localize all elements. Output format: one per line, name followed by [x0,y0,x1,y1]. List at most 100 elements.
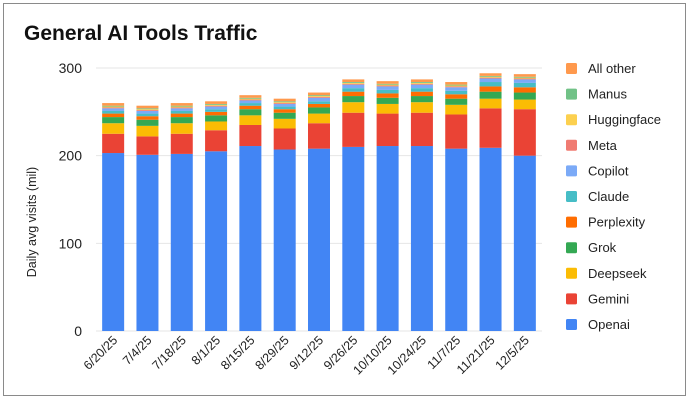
bar-segment-copilot [445,87,468,91]
bar-segment-claude [170,110,193,114]
bar-segment-meta [239,99,262,101]
bar-segment-grok [479,91,502,99]
bar-segment-grok [410,96,433,103]
bar-segment-grok [308,107,330,114]
bar-segment-perplexity [273,109,296,113]
bar-segment-meta [170,107,193,109]
bar-segment-all-other [102,103,125,106]
bar-stack [308,92,330,331]
bar-segment-manus [410,82,433,83]
bar-segment-grok [102,117,125,124]
bars [102,73,536,331]
legend: All other Manus Huggingface Meta Copilot Clau… [566,61,661,332]
bar-segment-manus [445,84,468,86]
bar-segment-all-other [445,82,468,85]
bar-segment-perplexity [376,93,399,98]
legend-item: Grok [566,240,617,255]
bar-segment-claude [273,106,296,110]
bar-segment-all-other [308,92,330,96]
bar-segment-deepseek [513,99,536,110]
legend-item: All other [566,61,636,76]
bar-segment-deepseek [479,98,502,109]
bar-segment-gemini [239,124,262,147]
legend-swatch [566,63,577,74]
bar-segment-all-other [513,74,536,77]
bar-segment-huggingface [102,106,125,108]
bar-segment-copilot [170,108,193,111]
bar-stack [170,103,193,331]
bar-segment-deepseek [102,123,125,134]
bar-segment-openai [308,148,330,331]
bar-segment-perplexity [445,94,468,99]
y-axis-ticks: 0 100 200 300 [59,60,83,339]
bar-segment-openai [273,149,296,331]
bar-segment-deepseek [342,102,365,113]
bar-segment-deepseek [205,121,228,131]
legend-swatch [566,139,577,151]
bar-segment-deepseek [445,104,468,115]
bar-segment-gemini [308,123,330,149]
bar-segment-perplexity [479,86,502,92]
bar-segment-claude [308,101,330,104]
bar-segment-openai [513,155,536,331]
bar-segment-gemini [513,109,536,156]
bar-segment-all-other [479,73,502,76]
bar-segment-deepseek [136,125,159,137]
bar-segment-perplexity [308,103,330,108]
bar-segment-manus [205,103,228,105]
bar-segment-claude [376,89,399,94]
bar-segment-meta [273,103,296,104]
legend-label: All other [588,61,636,76]
bar-segment-manus [239,97,262,99]
bar-segment-meta [376,85,399,87]
bar-segment-grok [513,92,536,100]
bar-segment-huggingface [479,76,502,78]
bar-segment-copilot [308,97,330,102]
x-tick-label: 7/18/25 [149,333,188,372]
legend-label: Copilot [588,163,629,178]
bar-segment-meta [479,77,502,79]
bar-segment-grok [376,97,399,104]
bar-segment-openai [170,153,193,331]
bar-segment-copilot [479,78,502,83]
bar-segment-huggingface [513,77,536,79]
legend-item: Perplexity [566,215,646,230]
legend-label: Meta [588,138,618,153]
bar-segment-all-other [170,103,193,106]
bar-stack [136,105,159,331]
bar-segment-perplexity [205,111,228,116]
bar-segment-huggingface [308,96,330,97]
bar-segment-grok [273,112,296,119]
legend-item: Copilot [566,163,629,178]
bar-segment-all-other [410,79,433,83]
bar-segment-meta [342,83,365,85]
bar-segment-copilot [273,103,296,107]
bar-segment-claude [410,88,433,92]
bar-segment-meta [513,78,536,80]
bar-segment-all-other [136,105,159,109]
bar-segment-openai [479,147,502,331]
legend-label: Huggingface [588,112,661,127]
bar-segment-grok [342,96,365,103]
bar-segment-manus [170,105,193,107]
bar-segment-manus [273,101,296,103]
bar-segment-deepseek [239,115,262,125]
bar-segment-copilot [205,106,228,110]
bar-segment-claude [136,113,159,117]
bar-segment-huggingface [376,84,399,86]
bar-segment-deepseek [308,113,330,124]
bar-segment-deepseek [273,118,296,129]
legend-label: Deepseek [588,266,647,281]
bar-segment-manus [479,75,502,77]
bar-segment-gemini [445,114,468,149]
legend-item: Gemini [566,291,629,306]
bar-segment-huggingface [273,102,296,104]
bar-segment-grok [205,115,228,122]
bar-segment-all-other [273,98,296,102]
bar-segment-openai [445,148,468,331]
legend-label: Manus [588,87,628,102]
legend-swatch [566,242,577,254]
bar-segment-meta [308,96,330,98]
bar-segment-openai [239,146,262,331]
